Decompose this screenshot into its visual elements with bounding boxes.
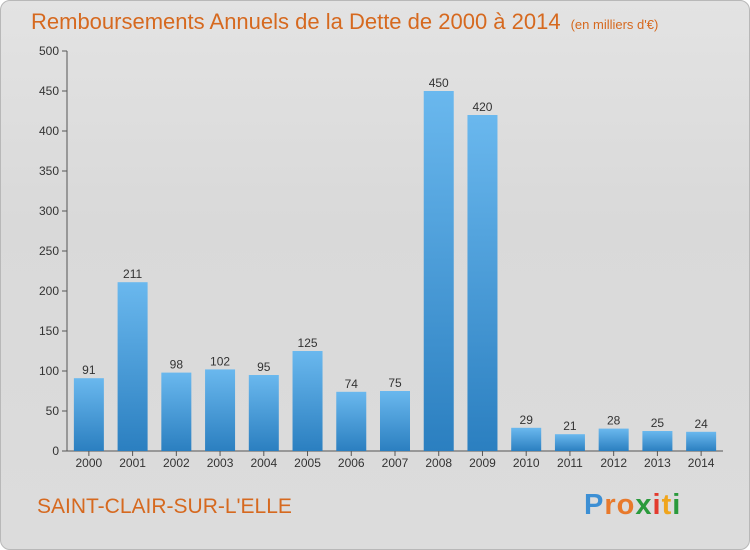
data-label-2012: 28 <box>607 414 621 428</box>
y-tick-label: 0 <box>52 444 59 458</box>
y-tick-label: 450 <box>39 84 59 98</box>
data-label-2008: 450 <box>429 76 449 90</box>
logo-letter: P <box>584 489 605 521</box>
x-tick-label: 2011 <box>557 456 583 470</box>
data-label-2001: 211 <box>123 267 142 281</box>
bar-2011 <box>554 434 585 451</box>
proxiti-logo[interactable]: Proxiti <box>584 489 681 522</box>
bar-2001 <box>117 282 148 451</box>
axes: 0 50 100 150 200 250 300 350 400 450 500 2000 2001 20… <box>39 44 723 470</box>
x-tick-label: 2007 <box>382 456 409 470</box>
data-label-2010: 29 <box>520 413 534 427</box>
y-tick-label: 300 <box>39 204 59 218</box>
x-tick-label: 2004 <box>250 456 277 470</box>
x-tick-label: 2000 <box>76 456 103 470</box>
x-tick-label: 2008 <box>425 456 452 470</box>
data-label-2006: 74 <box>345 377 359 391</box>
data-label-2009: 420 <box>472 100 492 114</box>
bar-2010 <box>511 427 542 451</box>
logo-letter: i <box>652 489 662 521</box>
y-tick-label: 100 <box>39 364 59 378</box>
y-tick-label: 200 <box>39 284 59 298</box>
data-label-2000: 91 <box>82 363 96 377</box>
data-label-2014: 24 <box>694 417 708 431</box>
data-label-2003: 102 <box>210 354 230 368</box>
x-tick-label: 2001 <box>119 456 146 470</box>
data-label-2004: 95 <box>257 360 271 374</box>
x-tick-label: 2010 <box>513 456 540 470</box>
x-tick-label: 2009 <box>469 456 496 470</box>
y-tick-label: 50 <box>46 404 60 418</box>
y-tick-label: 250 <box>39 244 59 258</box>
chart-subtitle: (en milliers d'€) <box>570 17 659 32</box>
y-tick-label: 150 <box>39 324 59 338</box>
x-tick-label: 2012 <box>600 456 627 470</box>
bars <box>73 91 717 451</box>
x-tick-label: 2006 <box>338 456 365 470</box>
bar-2003 <box>205 369 236 451</box>
bar-2009 <box>467 115 498 451</box>
x-tick-label: 2014 <box>688 456 715 470</box>
data-label-2005: 125 <box>298 336 318 350</box>
data-label-2007: 75 <box>388 376 402 390</box>
logo-letter: r <box>604 489 617 521</box>
logo-letter: o <box>616 489 636 521</box>
data-label-2011: 21 <box>563 419 577 433</box>
y-tick-label: 400 <box>39 124 59 138</box>
bar-2000 <box>73 378 104 451</box>
x-tick-label: 2005 <box>294 456 321 470</box>
y-tick-label: 350 <box>39 164 59 178</box>
bar-2002 <box>161 372 192 451</box>
bar-2013 <box>642 431 673 451</box>
logo-letter: t <box>661 489 673 521</box>
data-label-2002: 98 <box>170 358 184 372</box>
logo-letter: x <box>635 489 653 521</box>
bar-2008 <box>423 91 454 451</box>
data-labels: 91 211 98 102 95 125 74 75 450 420 29 21 28 25 24 <box>82 76 708 433</box>
x-tick-label: 2002 <box>163 456 190 470</box>
chart-title: Remboursements Annuels de la Dette de 20… <box>31 9 659 34</box>
bar-2007 <box>380 391 410 451</box>
y-tick-label: 500 <box>39 44 59 58</box>
bar-2012 <box>598 428 629 451</box>
data-label-2013: 25 <box>651 416 665 430</box>
logo-letter: i <box>672 489 682 521</box>
x-tick-label: 2013 <box>644 456 671 470</box>
bar-2006 <box>336 391 367 451</box>
x-tick-label: 2003 <box>207 456 234 470</box>
bar-2014 <box>686 431 717 451</box>
bar-2004 <box>248 375 279 451</box>
commune-name: SAINT-CLAIR-SUR-L'ELLE <box>37 495 292 518</box>
bar-2005 <box>292 351 323 451</box>
